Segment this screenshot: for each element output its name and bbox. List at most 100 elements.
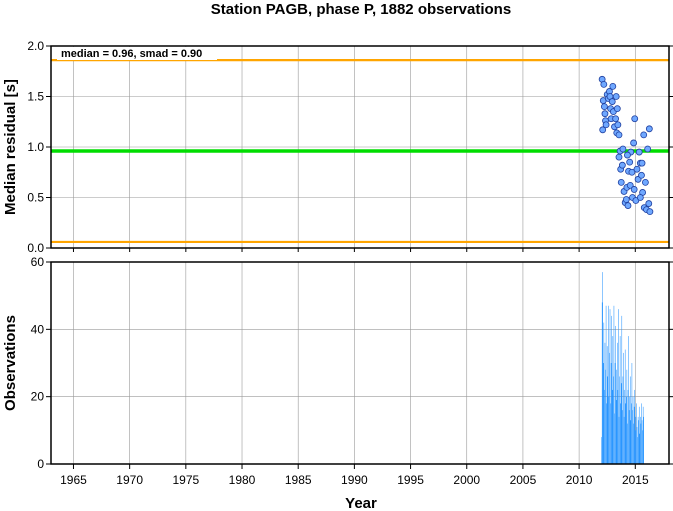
bar	[639, 433, 641, 464]
residual-y-ticks: 0.0 0.5 1.0 1.5 2.0	[27, 39, 673, 255]
scatter-point	[613, 105, 621, 113]
observations-y-ticks: 0 20 40 60	[31, 255, 673, 471]
scatter-point	[608, 98, 616, 105]
bar	[609, 352, 610, 464]
bar	[619, 336, 621, 464]
bar	[640, 423, 642, 464]
scatter-point	[612, 115, 620, 123]
bar	[643, 416, 644, 464]
median-annotation: median = 0.96, smad = 0.90	[61, 48, 202, 60]
bar	[641, 403, 642, 464]
bar	[628, 336, 629, 464]
bar	[635, 430, 636, 464]
x-tick-label: 1980	[229, 473, 256, 487]
residual-y-axis-label: Median residual [s]	[2, 79, 19, 215]
bar	[640, 416, 641, 464]
scatter-point	[636, 194, 644, 201]
bar	[635, 416, 637, 464]
bar	[620, 403, 621, 464]
scatter-point	[638, 159, 646, 167]
scatter-point	[646, 208, 654, 216]
bar	[606, 403, 607, 464]
bar	[613, 305, 615, 464]
bar	[622, 410, 623, 464]
scatter-point	[640, 131, 648, 139]
scatter-point	[624, 202, 632, 209]
bar	[630, 420, 632, 464]
bar	[621, 315, 623, 464]
y-tick-label: 40	[31, 322, 45, 336]
bar	[641, 420, 643, 464]
y-tick-label: 1.0	[27, 140, 44, 154]
x-tick-label: 2005	[510, 473, 537, 487]
bar	[624, 389, 625, 464]
bar	[623, 352, 624, 464]
scatter-point	[644, 145, 652, 153]
residual-points	[598, 75, 654, 216]
scatter-point	[615, 153, 623, 161]
observations-bars	[601, 272, 644, 464]
bar	[631, 403, 632, 464]
bar	[622, 376, 624, 464]
bar	[617, 389, 619, 464]
bar	[613, 376, 614, 464]
bar	[605, 305, 607, 464]
bar	[612, 336, 614, 464]
chart-title: Station PAGB, phase P, 1882 observations	[211, 1, 511, 18]
y-tick-label: 60	[31, 255, 45, 269]
bar	[607, 376, 609, 464]
scatter-point	[615, 131, 623, 139]
bar	[614, 413, 615, 464]
bar	[610, 403, 611, 464]
scatter-point	[628, 168, 636, 176]
x-axis-label: Year	[345, 495, 377, 511]
bar	[632, 396, 634, 464]
x-tick-label: 1965	[60, 473, 87, 487]
scatter-point	[618, 161, 626, 169]
bar	[626, 369, 628, 464]
y-tick-label: 0.5	[27, 191, 44, 205]
y-tick-label: 0.0	[27, 241, 44, 255]
bar	[608, 396, 610, 464]
scatter-point	[630, 139, 638, 147]
observations-plot-frame	[50, 261, 670, 465]
y-tick-label: 0	[37, 457, 44, 471]
bar	[627, 423, 628, 464]
bar	[632, 410, 633, 464]
bar	[633, 406, 635, 464]
annotation-box	[57, 47, 217, 60]
bar	[606, 346, 608, 464]
y-tick-label: 2.0	[27, 39, 44, 53]
scatter-point	[638, 171, 645, 179]
y-tick-label: 20	[31, 390, 45, 404]
bar	[627, 389, 629, 464]
bar	[642, 406, 644, 464]
bar	[608, 305, 609, 464]
bar	[604, 389, 605, 464]
scatter-point	[612, 93, 620, 100]
bar	[638, 420, 639, 464]
bar	[601, 302, 603, 464]
observations-gridlines	[51, 261, 669, 465]
bar	[620, 383, 622, 464]
residual-panel: median = 0.96, smad = 0.90 0.0 0.5 1.0 1.5 2…	[2, 39, 673, 255]
bar	[634, 389, 635, 464]
scatter-point	[633, 165, 641, 173]
bar	[601, 437, 602, 464]
bar	[617, 342, 618, 464]
bar	[629, 376, 631, 464]
scatter-point	[631, 115, 639, 123]
scatter-point	[599, 126, 607, 134]
bar	[619, 376, 620, 464]
scatter-point	[614, 121, 622, 129]
bar	[603, 363, 604, 464]
scatter-point	[619, 145, 627, 153]
bar	[603, 322, 605, 464]
x-tick-label: 1970	[116, 473, 143, 487]
scatter-point	[600, 80, 608, 88]
scatter-point	[617, 178, 625, 186]
bar	[626, 396, 627, 464]
x-tick-label: 1995	[397, 473, 424, 487]
scatter-point	[642, 178, 649, 186]
x-tick-label: 1990	[341, 473, 368, 487]
